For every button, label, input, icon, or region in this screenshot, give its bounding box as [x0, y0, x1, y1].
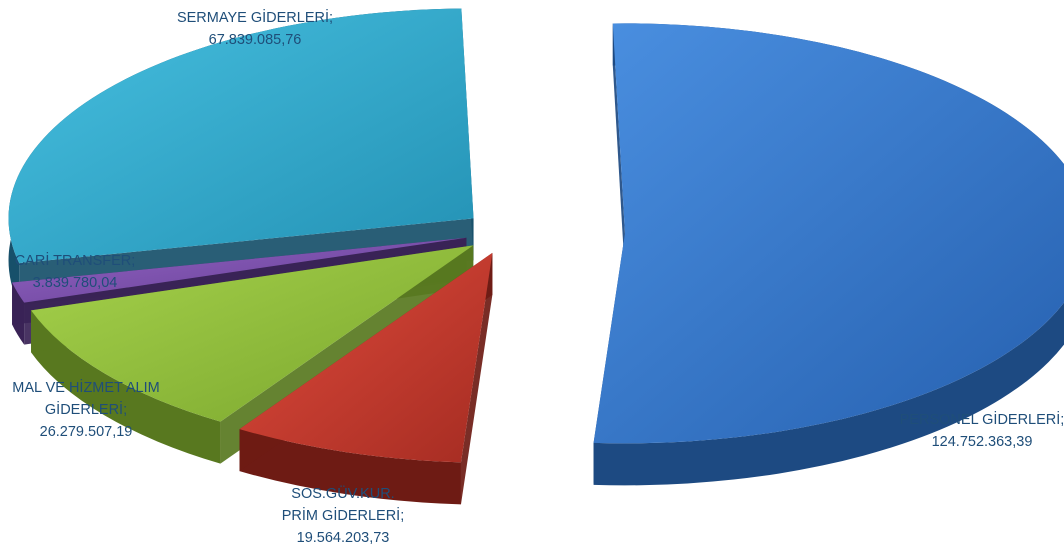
pie-slice-side-mal-ve-hiizmet-alim-giiderlerii [31, 310, 221, 464]
slice-label-sermaye-giiderlerii: SERMAYE GİDERLERİ; 67.839.085,76 [177, 8, 333, 48]
pie-slice-sos-guv-kur-priim-giiderlerii [239, 252, 493, 463]
slice-label-carii-transfer: CARİ TRANSFER; 3.839.780,04 [15, 251, 136, 291]
pie-slice-sermaye-giiderlerii [8, 8, 474, 264]
pie-slice-wall-personel-giiderlerii-0 [612, 23, 625, 276]
pie-slice-side-sos-guv-kur-priim-giiderlerii [239, 429, 461, 505]
pie-slice-personel-giiderlerii [593, 23, 1064, 444]
pie-slice-carii-transfer [12, 237, 467, 303]
slice-label-personel-giiderlerii: PERSONEL GİDERLERİ; 124.752.363,39 [900, 410, 1064, 450]
pie-slice-wall-sos-guv-kur-priim-giiderlerii-0 [460, 252, 493, 505]
slice-label-mal-ve-hiizmet-alim-giiderlerii: MAL VE HİZMET ALIM GİDERLERİ; 26.279.507,1… [12, 378, 159, 440]
pie-slice-mal-ve-hiizmet-alim-giiderlerii [31, 245, 474, 422]
slice-label-sos-guv-kur-priim-giiderlerii: SOS.GÜV.KUR. PRİM GİDERLERİ; 19.564.203,73 [282, 484, 404, 546]
